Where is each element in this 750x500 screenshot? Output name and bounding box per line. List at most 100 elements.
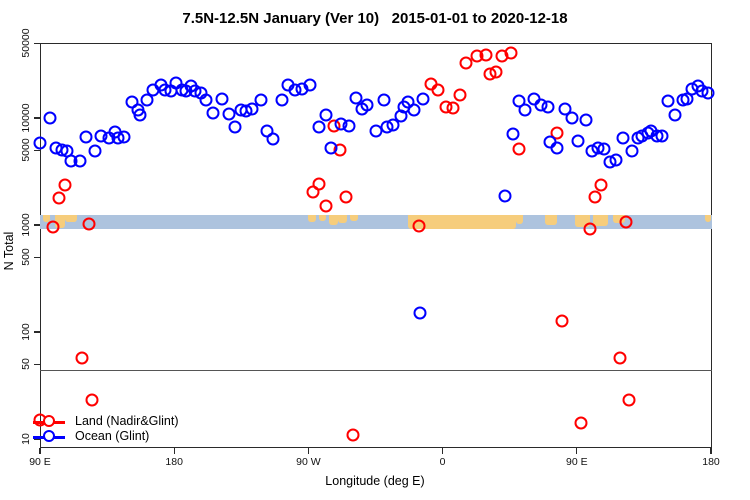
y-axis-tick [34, 363, 40, 365]
y-axis-tick-label: 5000 [20, 138, 32, 162]
data-point-land [512, 142, 526, 156]
data-point-ocean [215, 92, 229, 106]
x-axis-tick-label: 90 E [29, 456, 51, 468]
data-point-ocean [342, 119, 356, 133]
data-point-ocean [43, 111, 57, 125]
data-point-ocean [222, 107, 236, 121]
land-mass-patch [350, 215, 358, 222]
plot-area [40, 43, 712, 448]
y-axis-tick [34, 438, 40, 440]
x-axis-tick-label: 90 E [565, 456, 588, 468]
x-axis-tick [441, 448, 444, 454]
data-point-ocean [206, 106, 220, 120]
data-point-ocean [33, 136, 47, 150]
data-point-land [479, 48, 493, 62]
y-axis-tick [34, 117, 40, 119]
data-point-ocean [303, 78, 317, 92]
x-axis-tick-label: 90 W [296, 456, 321, 468]
y-axis-tick-label: 500 [20, 248, 32, 266]
data-point-land [52, 191, 66, 205]
data-point-ocean [565, 111, 579, 125]
data-point-land [446, 101, 460, 115]
data-point-ocean [550, 141, 564, 155]
data-point-land [306, 185, 320, 199]
data-point-land [555, 314, 569, 328]
data-point-land [622, 393, 636, 407]
y-axis-tick-label: 1000 [20, 213, 32, 237]
data-point-ocean [199, 93, 212, 107]
legend-marker-circle [43, 430, 55, 442]
land-mass-patch [408, 215, 516, 229]
x-axis-tick [710, 448, 712, 454]
data-point-ocean [668, 108, 682, 122]
land-mass-patch [54, 215, 66, 229]
legend-item: Land (Nadir&Glint) [33, 414, 233, 430]
land-mass-patch [42, 215, 51, 222]
data-point-ocean [133, 108, 147, 122]
data-point-ocean [498, 189, 512, 203]
x-axis-tick-label: 180 [702, 456, 720, 468]
data-point-land [583, 222, 597, 236]
y-axis-tick-label: 50 [20, 358, 32, 371]
data-point-ocean [413, 306, 427, 320]
data-point-ocean [616, 131, 630, 145]
y-axis-tick-label: 50000 [20, 28, 32, 58]
land-mass-patch [65, 215, 78, 222]
data-point-land [431, 83, 445, 97]
data-point-ocean [73, 154, 87, 168]
legend-item: Ocean (Glint) [33, 429, 233, 445]
data-point-land [619, 215, 633, 229]
x-axis-tick-label: 180 [165, 456, 183, 468]
legend-label: Land (Nadir&Glint) [75, 414, 179, 428]
reference-band [40, 215, 712, 229]
data-point-land [594, 178, 608, 192]
data-point-ocean [349, 91, 363, 105]
data-point-land [412, 219, 426, 233]
y-axis-tick [34, 149, 40, 151]
x-axis-title: Longitude (deg E) [325, 474, 425, 488]
data-point-ocean [324, 141, 338, 154]
data-point-land [550, 126, 564, 140]
data-point-land [346, 428, 360, 442]
y-axis-tick [34, 224, 40, 226]
data-point-ocean [88, 144, 102, 158]
y-axis-tick-label: 10000 [20, 103, 32, 133]
y-axis-title: N Total [2, 231, 16, 271]
data-point-ocean [360, 98, 374, 112]
data-point-ocean [661, 94, 675, 108]
data-point-ocean [275, 93, 289, 107]
data-point-ocean [609, 153, 623, 167]
data-point-land [588, 190, 602, 204]
land-mass-patch [705, 215, 711, 222]
land-mass-patch [329, 215, 339, 226]
data-point-land [46, 220, 60, 234]
data-point-land [85, 393, 99, 407]
land-mass-patch [593, 215, 609, 227]
data-point-land [613, 351, 627, 365]
data-point-land [504, 46, 518, 60]
data-point-ocean [655, 129, 669, 143]
data-point-land [574, 416, 588, 430]
data-point-land [339, 190, 353, 204]
data-point-ocean [386, 118, 400, 132]
legend-marker-circle [43, 415, 55, 427]
data-point-ocean [506, 127, 520, 141]
data-point-land [58, 178, 72, 192]
land-mass-patch [545, 215, 558, 225]
data-point-land [453, 88, 467, 102]
data-point-ocean [117, 130, 130, 144]
data-point-ocean [571, 134, 585, 148]
data-point-ocean [518, 103, 532, 117]
x-axis-tick [173, 448, 175, 454]
reference-line [40, 370, 712, 372]
y-axis-tick [34, 331, 40, 333]
x-axis-tick-label: 0 [439, 456, 446, 468]
y-axis-tick [34, 256, 40, 258]
data-point-ocean [140, 93, 154, 107]
x-axis-tick [307, 448, 310, 454]
data-point-ocean [312, 120, 326, 134]
data-point-ocean [558, 102, 572, 116]
y-axis-tick-label: 100 [20, 323, 32, 341]
land-mass-patch [612, 215, 625, 224]
